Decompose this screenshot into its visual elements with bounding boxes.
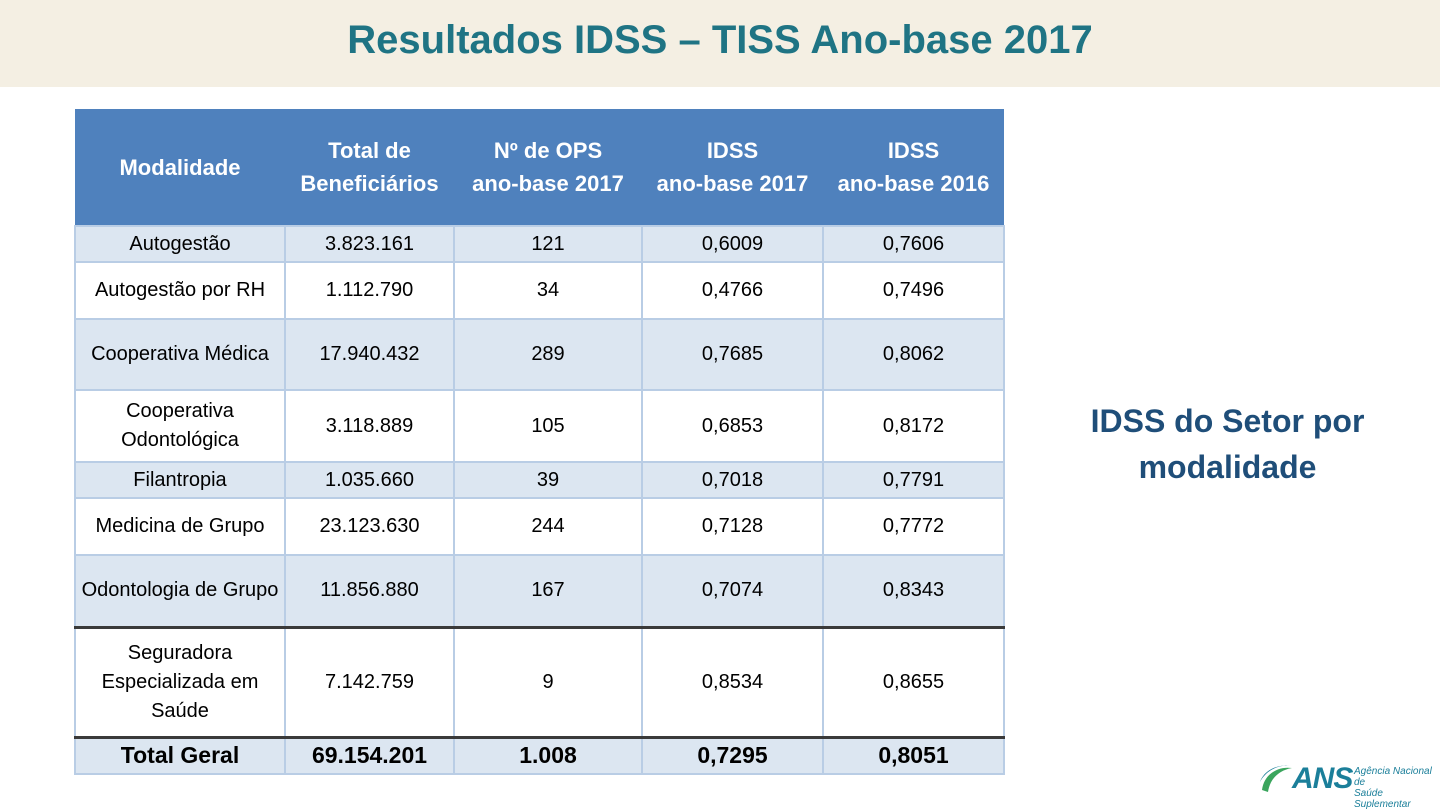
total-idss-2017: 0,7295	[641, 735, 824, 775]
cell-idss-2016: 0,8655	[822, 625, 1005, 738]
cell-idss-2016: 0,7496	[822, 261, 1005, 320]
cell-idss-2017: 0,8534	[641, 625, 824, 738]
page-title: Resultados IDSS – TISS Ano-base 2017	[347, 18, 1093, 62]
table-row: Autogestão 3.823.161 121 0,6009 0,7606	[74, 225, 1005, 263]
cell-ops: 34	[453, 261, 643, 320]
cell-idss-2016: 0,7791	[822, 461, 1005, 499]
cell-idss-2017: 0,7074	[641, 554, 824, 628]
cell-beneficiarios: 1.112.790	[284, 261, 455, 320]
title-bar	[0, 0, 1440, 87]
cell-beneficiarios: 7.142.759	[284, 625, 455, 738]
header-num-ops: Nº de OPS ano-base 2017	[454, 109, 642, 226]
cell-ops: 121	[453, 225, 643, 263]
total-label: Total Geral	[74, 735, 286, 775]
logo-wordmark: ANS	[1292, 762, 1353, 795]
cell-modalidade: Filantropia	[74, 461, 286, 499]
cell-idss-2017: 0,7128	[641, 497, 824, 556]
cell-beneficiarios: 11.856.880	[284, 554, 455, 628]
total-idss-2016: 0,8051	[822, 735, 1005, 775]
cell-idss-2016: 0,7606	[822, 225, 1005, 263]
cell-idss-2017: 0,7685	[641, 318, 824, 391]
cell-idss-2016: 0,8172	[822, 389, 1005, 463]
cell-ops: 9	[453, 625, 643, 738]
cell-ops: 167	[453, 554, 643, 628]
idss-table: Modalidade Total de Beneficiários Nº de O…	[74, 109, 1005, 775]
header-row: Modalidade Total de Beneficiários Nº de O…	[75, 109, 1004, 226]
cell-modalidade: Autogestão por RH	[74, 261, 286, 320]
table-row: Cooperativa Médica 17.940.432 289 0,7685…	[74, 318, 1005, 391]
ans-logo-icon	[1260, 765, 1292, 792]
cell-idss-2016: 0,8343	[822, 554, 1005, 628]
cell-beneficiarios: 1.035.660	[284, 461, 455, 499]
table-row: Cooperativa Odontológica 3.118.889 105 0…	[74, 389, 1005, 463]
cell-modalidade: Odontologia de Grupo	[74, 554, 286, 628]
header-total-beneficiarios: Total de Beneficiários	[285, 109, 454, 226]
cell-modalidade: Cooperativa Médica	[74, 318, 286, 391]
cell-beneficiarios: 3.823.161	[284, 225, 455, 263]
cell-idss-2016: 0,7772	[822, 497, 1005, 556]
total-ops: 1.008	[453, 735, 643, 775]
cell-modalidade: Seguradora Especializada em Saúde	[74, 625, 286, 738]
cell-ops: 244	[453, 497, 643, 556]
cell-idss-2017: 0,7018	[641, 461, 824, 499]
total-row: Total Geral 69.154.201 1.008 0,7295 0,80…	[74, 735, 1005, 775]
header-idss-2017: IDSS ano-base 2017	[642, 109, 823, 226]
table-row: Seguradora Especializada em Saúde 7.142.…	[74, 625, 1005, 738]
cell-idss-2017: 0,4766	[641, 261, 824, 320]
cell-ops: 289	[453, 318, 643, 391]
table-row: Odontologia de Grupo 11.856.880 167 0,70…	[74, 554, 1005, 628]
cell-beneficiarios: 3.118.889	[284, 389, 455, 463]
cell-modalidade: Medicina de Grupo	[74, 497, 286, 556]
ans-logo: ANS Agência Nacional de Saúde Suplementar	[1258, 760, 1432, 810]
header-modalidade: Modalidade	[75, 109, 285, 226]
table-row: Filantropia 1.035.660 39 0,7018 0,7791	[74, 461, 1005, 499]
cell-modalidade: Cooperativa Odontológica	[74, 389, 286, 463]
cell-beneficiarios: 17.940.432	[284, 318, 455, 391]
cell-idss-2016: 0,8062	[822, 318, 1005, 391]
total-beneficiarios: 69.154.201	[284, 735, 455, 775]
side-label: IDSS do Setor por modalidade	[1090, 403, 1365, 485]
table-row: Autogestão por RH 1.112.790 34 0,4766 0,…	[74, 261, 1005, 320]
cell-ops: 39	[453, 461, 643, 499]
logo-subtitle: Agência Nacional de Saúde Suplementar	[1354, 766, 1432, 810]
table-row: Medicina de Grupo 23.123.630 244 0,7128 …	[74, 497, 1005, 556]
cell-beneficiarios: 23.123.630	[284, 497, 455, 556]
cell-modalidade: Autogestão	[74, 225, 286, 263]
header-idss-2016: IDSS ano-base 2016	[823, 109, 1004, 226]
cell-idss-2017: 0,6853	[641, 389, 824, 463]
cell-ops: 105	[453, 389, 643, 463]
cell-idss-2017: 0,6009	[641, 225, 824, 263]
